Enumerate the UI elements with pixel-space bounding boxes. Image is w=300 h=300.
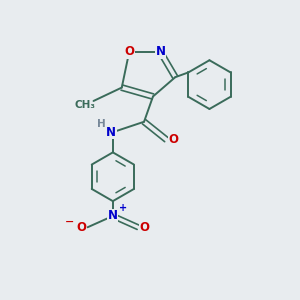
- Text: O: O: [124, 45, 134, 58]
- Text: O: O: [140, 221, 150, 234]
- Text: −: −: [64, 217, 74, 227]
- Text: CH₃: CH₃: [74, 100, 95, 110]
- Text: O: O: [169, 133, 179, 146]
- Text: N: N: [108, 209, 118, 223]
- Text: O: O: [76, 221, 86, 234]
- Text: H: H: [97, 119, 106, 129]
- Text: N: N: [106, 126, 116, 139]
- Text: +: +: [118, 203, 127, 213]
- Text: N: N: [155, 45, 165, 58]
